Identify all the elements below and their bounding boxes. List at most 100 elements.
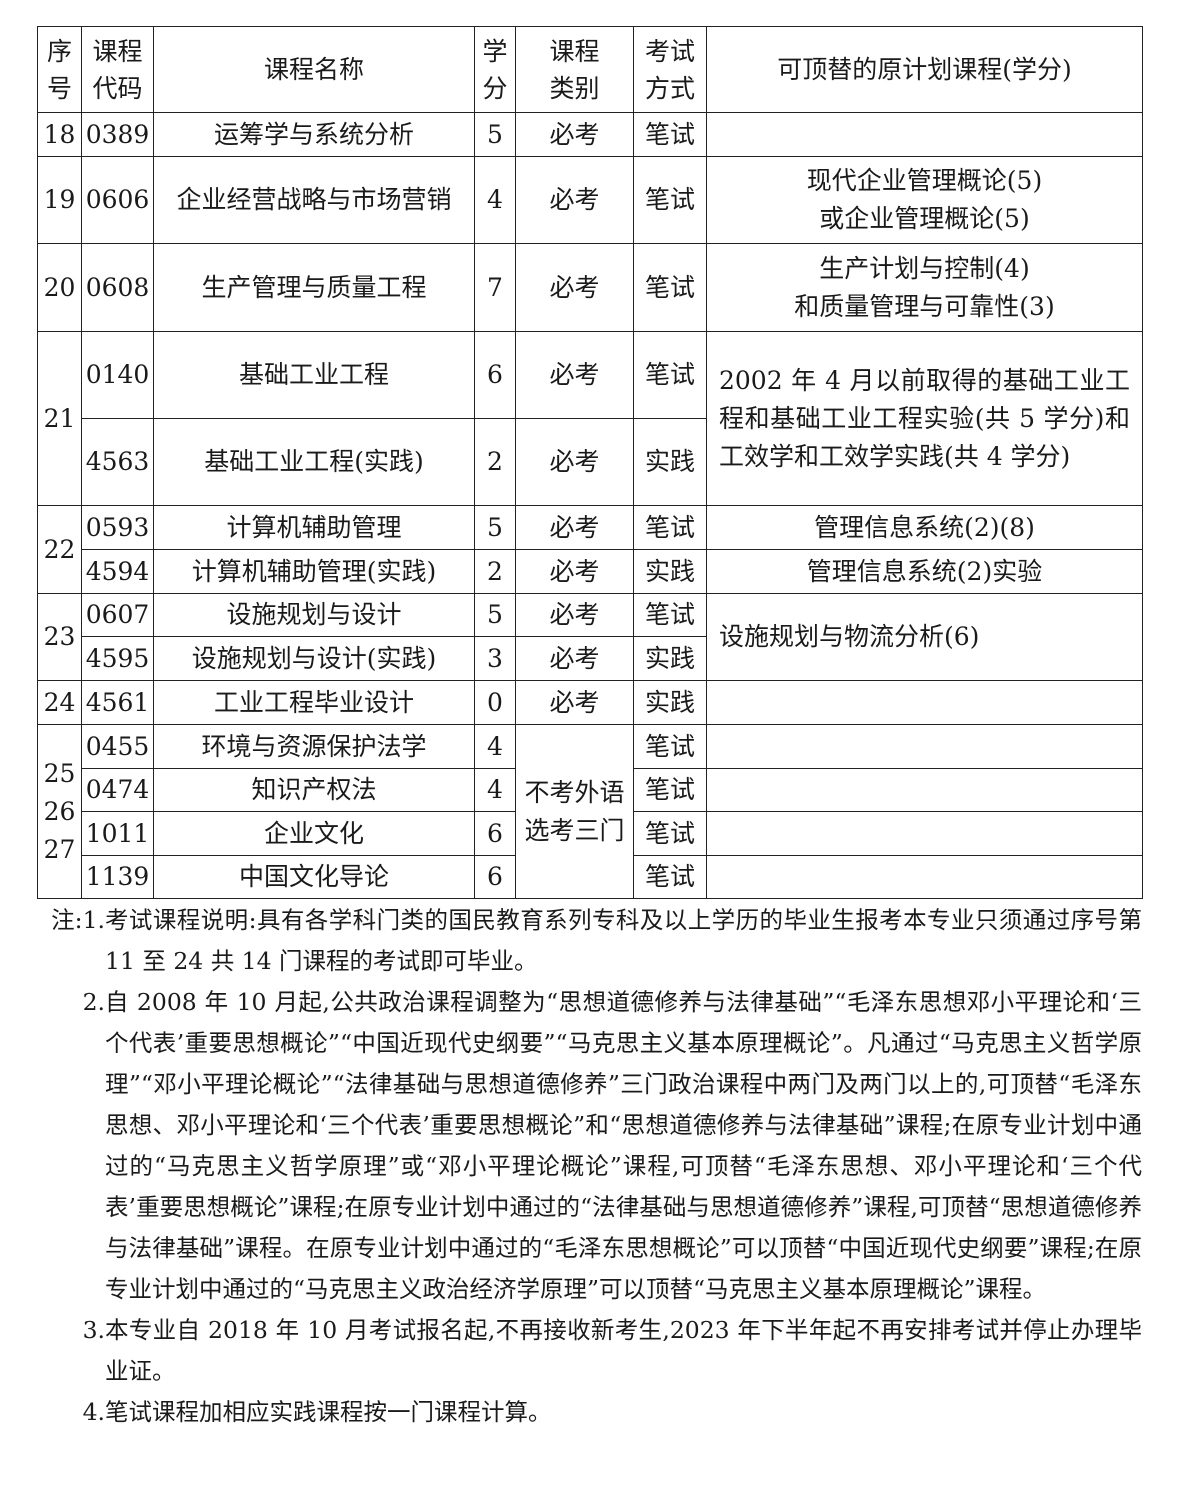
table-row: 23 0607 设施规划与设计 5 必考 笔试 设施规划与物流分析(6) [37, 593, 1143, 681]
cell-credit: 5 [474, 593, 516, 637]
note-number: 3. [82, 1316, 105, 1344]
cell-replace [706, 112, 1143, 157]
notes-prefix: 注: [51, 906, 83, 934]
note-number: 1. [82, 906, 105, 934]
cell-replace: 现代企业管理概论(5) 或企业管理概论(5) [706, 156, 1143, 244]
table-row: 4563 基础工业工程(实践) 2 必考 实践 [38, 418, 1143, 506]
note-item: 注:1. 考试课程说明:具有各学科门类的国民教育系列专科及以上学历的毕业生报考本… [37, 900, 1142, 982]
note-item: 3. 本专业自 2018 年 10 月考试报名起,不再接收新考生,2023 年下… [37, 1310, 1142, 1392]
cell-type: 必考 [515, 593, 634, 637]
cell-type: 必考 [515, 549, 634, 594]
table-row: 4595 设施规划与设计(实践) 3 必考 实践 [38, 636, 1143, 681]
cell-name: 企业文化 [153, 811, 475, 856]
note-text: 自 2008 年 10 月起,公共政治课程调整为“思想道德修养与法律基础”“毛泽… [105, 988, 1142, 1303]
note-item: 2. 自 2008 年 10 月起,公共政治课程调整为“思想道德修养与法律基础”… [37, 982, 1142, 1310]
cell-credit: 5 [474, 505, 516, 550]
cell-exam: 笔试 [633, 593, 707, 637]
cell-credit: 6 [474, 331, 516, 419]
cell-exam: 笔试 [633, 811, 707, 856]
cell-type: 必考 [515, 505, 634, 550]
table-row: 4594 计算机辅助管理(实践) 2 必考 实践 管理信息系统(2)实验 [38, 549, 1143, 594]
cell-code: 0606 [81, 156, 154, 244]
cell-replace [706, 811, 1143, 856]
cell-exam: 笔试 [633, 768, 707, 812]
cell-credit: 3 [474, 636, 516, 681]
note-text: 本专业自 2018 年 10 月考试报名起,不再接收新考生,2023 年下半年起… [105, 1316, 1142, 1385]
cell-code: 0455 [81, 724, 154, 769]
note-number: 2. [82, 988, 105, 1016]
cell-seq: 25 26 27 [37, 724, 82, 899]
cell-exam: 笔试 [633, 855, 707, 899]
cell-replace [706, 768, 1143, 812]
table-row: 0474 知识产权法 4 笔试 [38, 768, 1143, 812]
cell-code: 4563 [81, 418, 154, 506]
table-row: 25 26 27 0455 环境与资源保护法学 4 不考外语 选考三门 笔试 [37, 724, 1143, 899]
cell-type: 必考 [515, 243, 634, 332]
cell-exam: 实践 [633, 418, 707, 506]
cell-name: 环境与资源保护法学 [153, 724, 475, 769]
cell-exam: 笔试 [633, 243, 707, 332]
table-row: 1139 中国文化导论 6 笔试 [38, 855, 1143, 899]
course-table: 序 号 课程 代码 课程名称 学 分 课程 类别 考试 方式 可顶替的原计划课程… [37, 26, 1143, 899]
cell-credit: 7 [474, 243, 516, 332]
cell-seq: 19 [37, 156, 82, 244]
cell-name: 基础工业工程(实践) [153, 418, 475, 506]
cell-credit: 4 [474, 768, 516, 812]
cell-type: 必考 [515, 112, 634, 157]
cell-credit: 5 [474, 112, 516, 157]
cell-code: 0140 [81, 331, 154, 419]
cell-code: 0474 [81, 768, 154, 812]
cell-code: 4594 [81, 549, 154, 594]
cell-code: 0607 [81, 593, 154, 637]
cell-name: 生产管理与质量工程 [153, 243, 475, 332]
cell-credit: 2 [474, 418, 516, 506]
cell-name: 基础工业工程 [153, 331, 475, 419]
cell-code: 0593 [81, 505, 154, 550]
table-row: 22 0593 计算机辅助管理 5 必考 笔试 管理信息系统(2)(8) [37, 505, 1143, 594]
cell-credit: 4 [474, 156, 516, 244]
cell-type: 必考 [515, 331, 634, 419]
cell-seq: 24 [37, 680, 82, 725]
cell-exam: 实践 [633, 549, 707, 594]
cell-code: 0389 [81, 112, 154, 157]
table-row: 1011 企业文化 6 笔试 [38, 811, 1143, 856]
cell-code: 0608 [81, 243, 154, 332]
cell-exam: 实践 [633, 680, 707, 725]
cell-seq: 18 [37, 112, 82, 157]
table-row: 18 0389 运筹学与系统分析 5 必考 笔试 [37, 112, 1143, 157]
header-seq: 序 号 [37, 26, 82, 113]
cell-type: 必考 [515, 680, 634, 725]
cell-seq: 21 [37, 331, 82, 506]
notes: 注:1. 考试课程说明:具有各学科门类的国民教育系列专科及以上学历的毕业生报考本… [37, 900, 1142, 1433]
cell-replace [706, 724, 1143, 769]
cell-replace: 管理信息系统(2)(8) [706, 505, 1143, 550]
cell-name: 工业工程毕业设计 [153, 680, 475, 725]
cell-exam: 笔试 [633, 112, 707, 157]
header-type: 课程 类别 [515, 26, 634, 113]
table-row: 21 0140 基础工业工程 6 必考 笔试 2002 年 4 月以前取得的基础工业工程和基… [37, 331, 1143, 506]
cell-type: 必考 [515, 156, 634, 244]
cell-name: 运筹学与系统分析 [153, 112, 475, 157]
cell-credit: 6 [474, 811, 516, 856]
table-row: 24 4561 工业工程毕业设计 0 必考 实践 [37, 680, 1143, 725]
cell-code: 1139 [81, 855, 154, 899]
cell-code: 4561 [81, 680, 154, 725]
header-credit: 学 分 [474, 26, 516, 113]
cell-name: 企业经营战略与市场营销 [153, 156, 475, 244]
cell-name: 中国文化导论 [153, 855, 475, 899]
cell-name: 设施规划与设计 [153, 593, 475, 637]
cell-code: 4595 [81, 636, 154, 681]
cell-name: 设施规划与设计(实践) [153, 636, 475, 681]
cell-name: 知识产权法 [153, 768, 475, 812]
cell-exam: 笔试 [633, 505, 707, 550]
cell-credit: 4 [474, 724, 516, 769]
cell-replace: 生产计划与控制(4) 和质量管理与可靠性(3) [706, 243, 1143, 332]
table-row: 20 0608 生产管理与质量工程 7 必考 笔试 生产计划与控制(4) 和质量管理与可靠性… [37, 243, 1143, 332]
cell-type: 必考 [515, 636, 634, 681]
note-text: 笔试课程加相应实践课程按一门课程计算。 [105, 1398, 552, 1426]
cell-exam: 笔试 [633, 331, 707, 419]
cell-type: 必考 [515, 418, 634, 506]
cell-credit: 0 [474, 680, 516, 725]
cell-exam: 笔试 [633, 724, 707, 769]
table-header-row: 序 号 课程 代码 课程名称 学 分 课程 类别 考试 方式 可顶替的原计划课程… [37, 26, 1143, 113]
